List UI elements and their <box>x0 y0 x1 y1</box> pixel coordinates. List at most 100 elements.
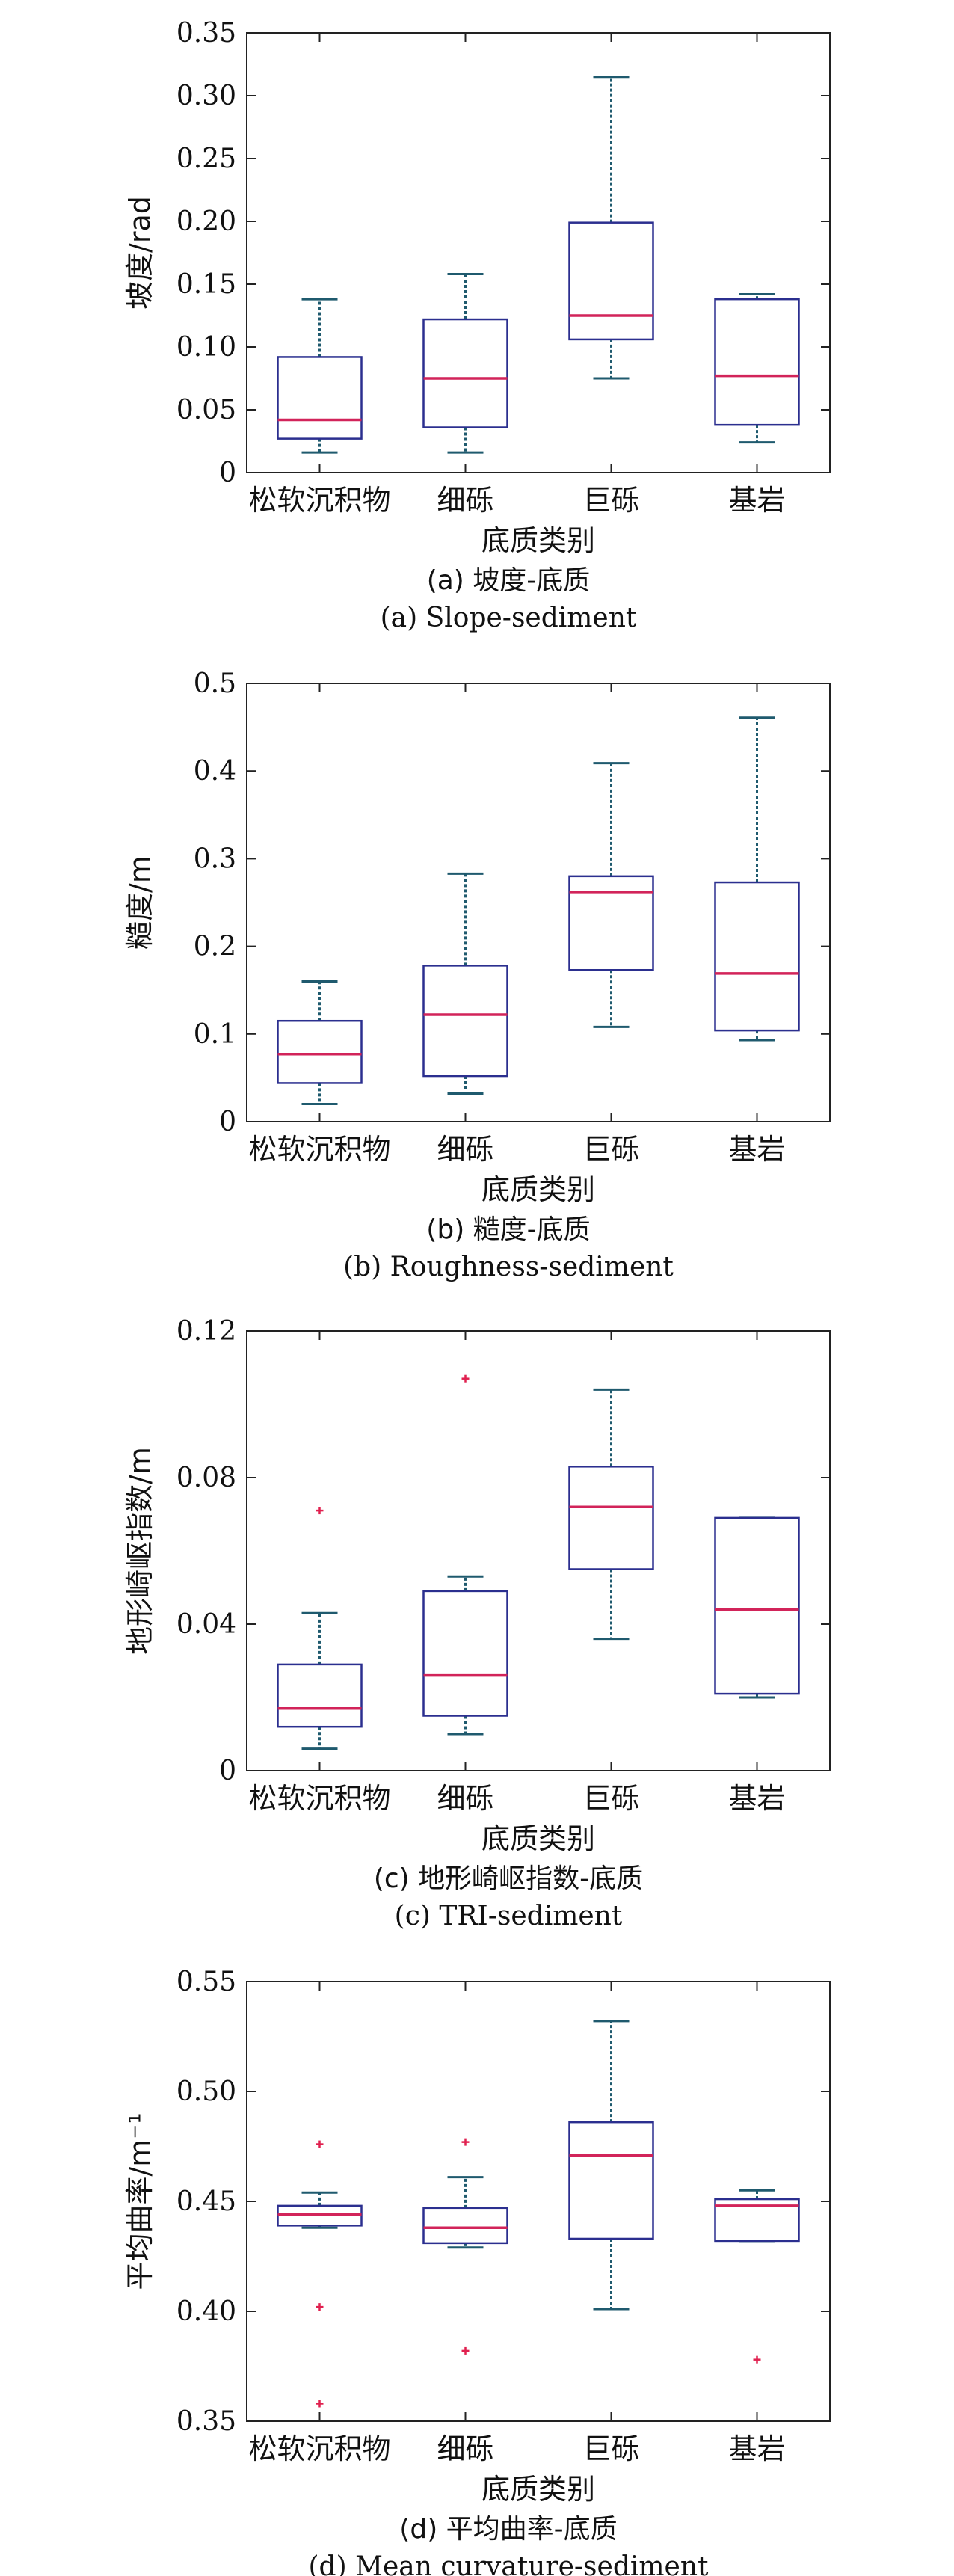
y-tick-label: 0.30 <box>176 81 236 111</box>
y-tick-label: 0.55 <box>176 1967 236 1997</box>
chart-panel-1: 0 0.05 0.10 0.15 0.20 0.25 0.30 0.35 松软沉积物 细砾 巨砾 基岩… <box>123 18 831 633</box>
y-tick-label: 0.45 <box>176 2186 236 2217</box>
y-tick-label: 0.3 <box>194 843 236 874</box>
iqr-box <box>568 1466 654 1570</box>
x-tick-label: 细砾 <box>437 484 493 517</box>
plot-frame <box>246 1981 831 2422</box>
box-4 <box>714 1516 800 1699</box>
x-tick-label: 基岩 <box>728 1133 785 1166</box>
x-tick-label: 巨砾 <box>582 2432 639 2465</box>
iqr-box <box>714 2198 800 2243</box>
caption-english: (c) TRI-sediment <box>395 1901 623 1931</box>
y-tick-label: 0.04 <box>176 1609 236 1640</box>
box-1 <box>277 1507 363 1750</box>
plot-frame <box>246 32 831 473</box>
y-tick-label: 0 <box>219 1756 236 1786</box>
box-3 <box>568 1388 654 1641</box>
box-4 <box>714 292 800 444</box>
iqr-box <box>422 965 508 1078</box>
iqr-box <box>714 881 800 1032</box>
outlier-marker <box>753 2355 761 2364</box>
caption-chinese: (d) 平均曲率-底质 <box>399 2514 617 2545</box>
y-tick-label: 0.5 <box>194 668 236 699</box>
iqr-box <box>277 1019 363 1084</box>
y-tick-label: 0.05 <box>176 395 236 425</box>
plot-frame <box>246 1330 831 1771</box>
x-tick-label: 细砾 <box>437 1133 493 1166</box>
outlier-marker <box>316 1507 324 1515</box>
chart-panel-2: 0 0.1 0.2 0.3 0.4 0.5 松软沉积物 细砾 巨砾 基岩 糙度/m 底质类别 (b) 糙… <box>123 668 831 1282</box>
y-tick-label: 0.15 <box>176 269 236 300</box>
x-axis-title: 底质类别 <box>481 1173 595 1206</box>
box-2 <box>422 273 508 454</box>
x-axis-title: 底质类别 <box>481 1822 595 1855</box>
chart-panel-4: 0.35 0.40 0.45 0.50 0.55 松软沉积物 细砾 巨砾 基岩 平均曲率/m⁻¹ 底… <box>123 1967 831 2576</box>
x-axis-title: 底质类别 <box>481 2473 595 2506</box>
y-tick-label: 0.08 <box>176 1463 236 1493</box>
outlier-marker <box>316 2140 324 2148</box>
x-tick-label: 松软沉积物 <box>248 484 390 517</box>
iqr-box <box>422 318 508 428</box>
iqr-box <box>422 2207 508 2245</box>
y-tick-label: 0.1 <box>194 1019 236 1050</box>
y-tick-label: 0.4 <box>194 756 236 787</box>
iqr-box <box>568 221 654 341</box>
box-2 <box>422 872 508 1095</box>
x-tick-label: 松软沉积物 <box>248 1133 390 1166</box>
y-tick-label: 0.10 <box>176 332 236 363</box>
x-tick-label: 基岩 <box>728 2432 785 2465</box>
x-tick-label: 巨砾 <box>582 1133 639 1166</box>
box-4 <box>714 2189 800 2364</box>
x-tick-label: 松软沉积物 <box>248 2432 390 2465</box>
caption-chinese: (b) 糙度-底质 <box>426 1214 590 1245</box>
caption-chinese: (c) 地形崎岖指数-底质 <box>374 1863 643 1894</box>
y-tick-label: 0 <box>219 458 236 488</box>
box-2 <box>422 2138 508 2355</box>
x-tick-label: 巨砾 <box>582 484 639 517</box>
x-tick-label: 巨砾 <box>582 1782 639 1815</box>
y-tick-label: 0.2 <box>194 932 236 962</box>
x-tick-label: 细砾 <box>437 1782 493 1815</box>
outlier-marker <box>316 2400 324 2408</box>
y-axis-title: 平均曲率/m⁻¹ <box>123 2112 156 2290</box>
box-1 <box>277 2140 363 2408</box>
y-tick-label: 0.25 <box>176 144 236 174</box>
y-tick-label: 0.12 <box>176 1316 236 1347</box>
box-3 <box>568 2020 654 2311</box>
y-tick-label: 0 <box>219 1107 236 1137</box>
iqr-box <box>277 1663 363 1728</box>
box-2 <box>422 1374 508 1736</box>
y-axis-title: 糙度/m <box>123 855 156 950</box>
caption-english: (a) Slope-sediment <box>381 603 637 633</box>
iqr-box <box>568 2121 654 2240</box>
chart-panel-3: 0 0.04 0.08 0.12 松软沉积物 细砾 巨砾 基岩 地形崎岖指数/m 底质类别 (c) … <box>123 1316 831 1931</box>
caption-english: (d) Mean curvature-sediment <box>309 2551 709 2576</box>
box-3 <box>568 762 654 1028</box>
y-tick-label: 0.40 <box>176 2296 236 2327</box>
y-axis-title: 坡度/rad <box>123 196 156 310</box>
x-tick-label: 松软沉积物 <box>248 1782 390 1815</box>
outlier-marker <box>316 2303 324 2311</box>
box-4 <box>714 716 800 1042</box>
outlier-marker <box>461 2138 470 2146</box>
x-tick-label: 基岩 <box>728 484 785 517</box>
iqr-box <box>422 1590 508 1717</box>
iqr-box <box>277 356 363 440</box>
caption-chinese: (a) 坡度-底质 <box>427 565 591 596</box>
x-tick-label: 基岩 <box>728 1782 785 1815</box>
y-tick-label: 0.35 <box>176 18 236 49</box>
y-tick-label: 0.20 <box>176 206 236 237</box>
iqr-box <box>714 1516 800 1695</box>
y-tick-label: 0.35 <box>176 2406 236 2437</box>
plot-frame <box>246 683 831 1122</box>
y-axis-title: 地形崎岖指数/m <box>123 1447 156 1655</box>
x-tick-label: 细砾 <box>437 2432 493 2465</box>
outlier-marker <box>461 2346 470 2355</box>
box-3 <box>568 76 654 380</box>
iqr-box <box>714 298 800 426</box>
box-1 <box>277 298 363 454</box>
y-tick-label: 0.50 <box>176 2077 236 2107</box>
x-axis-title: 底质类别 <box>481 524 595 557</box>
box-1 <box>277 980 363 1106</box>
